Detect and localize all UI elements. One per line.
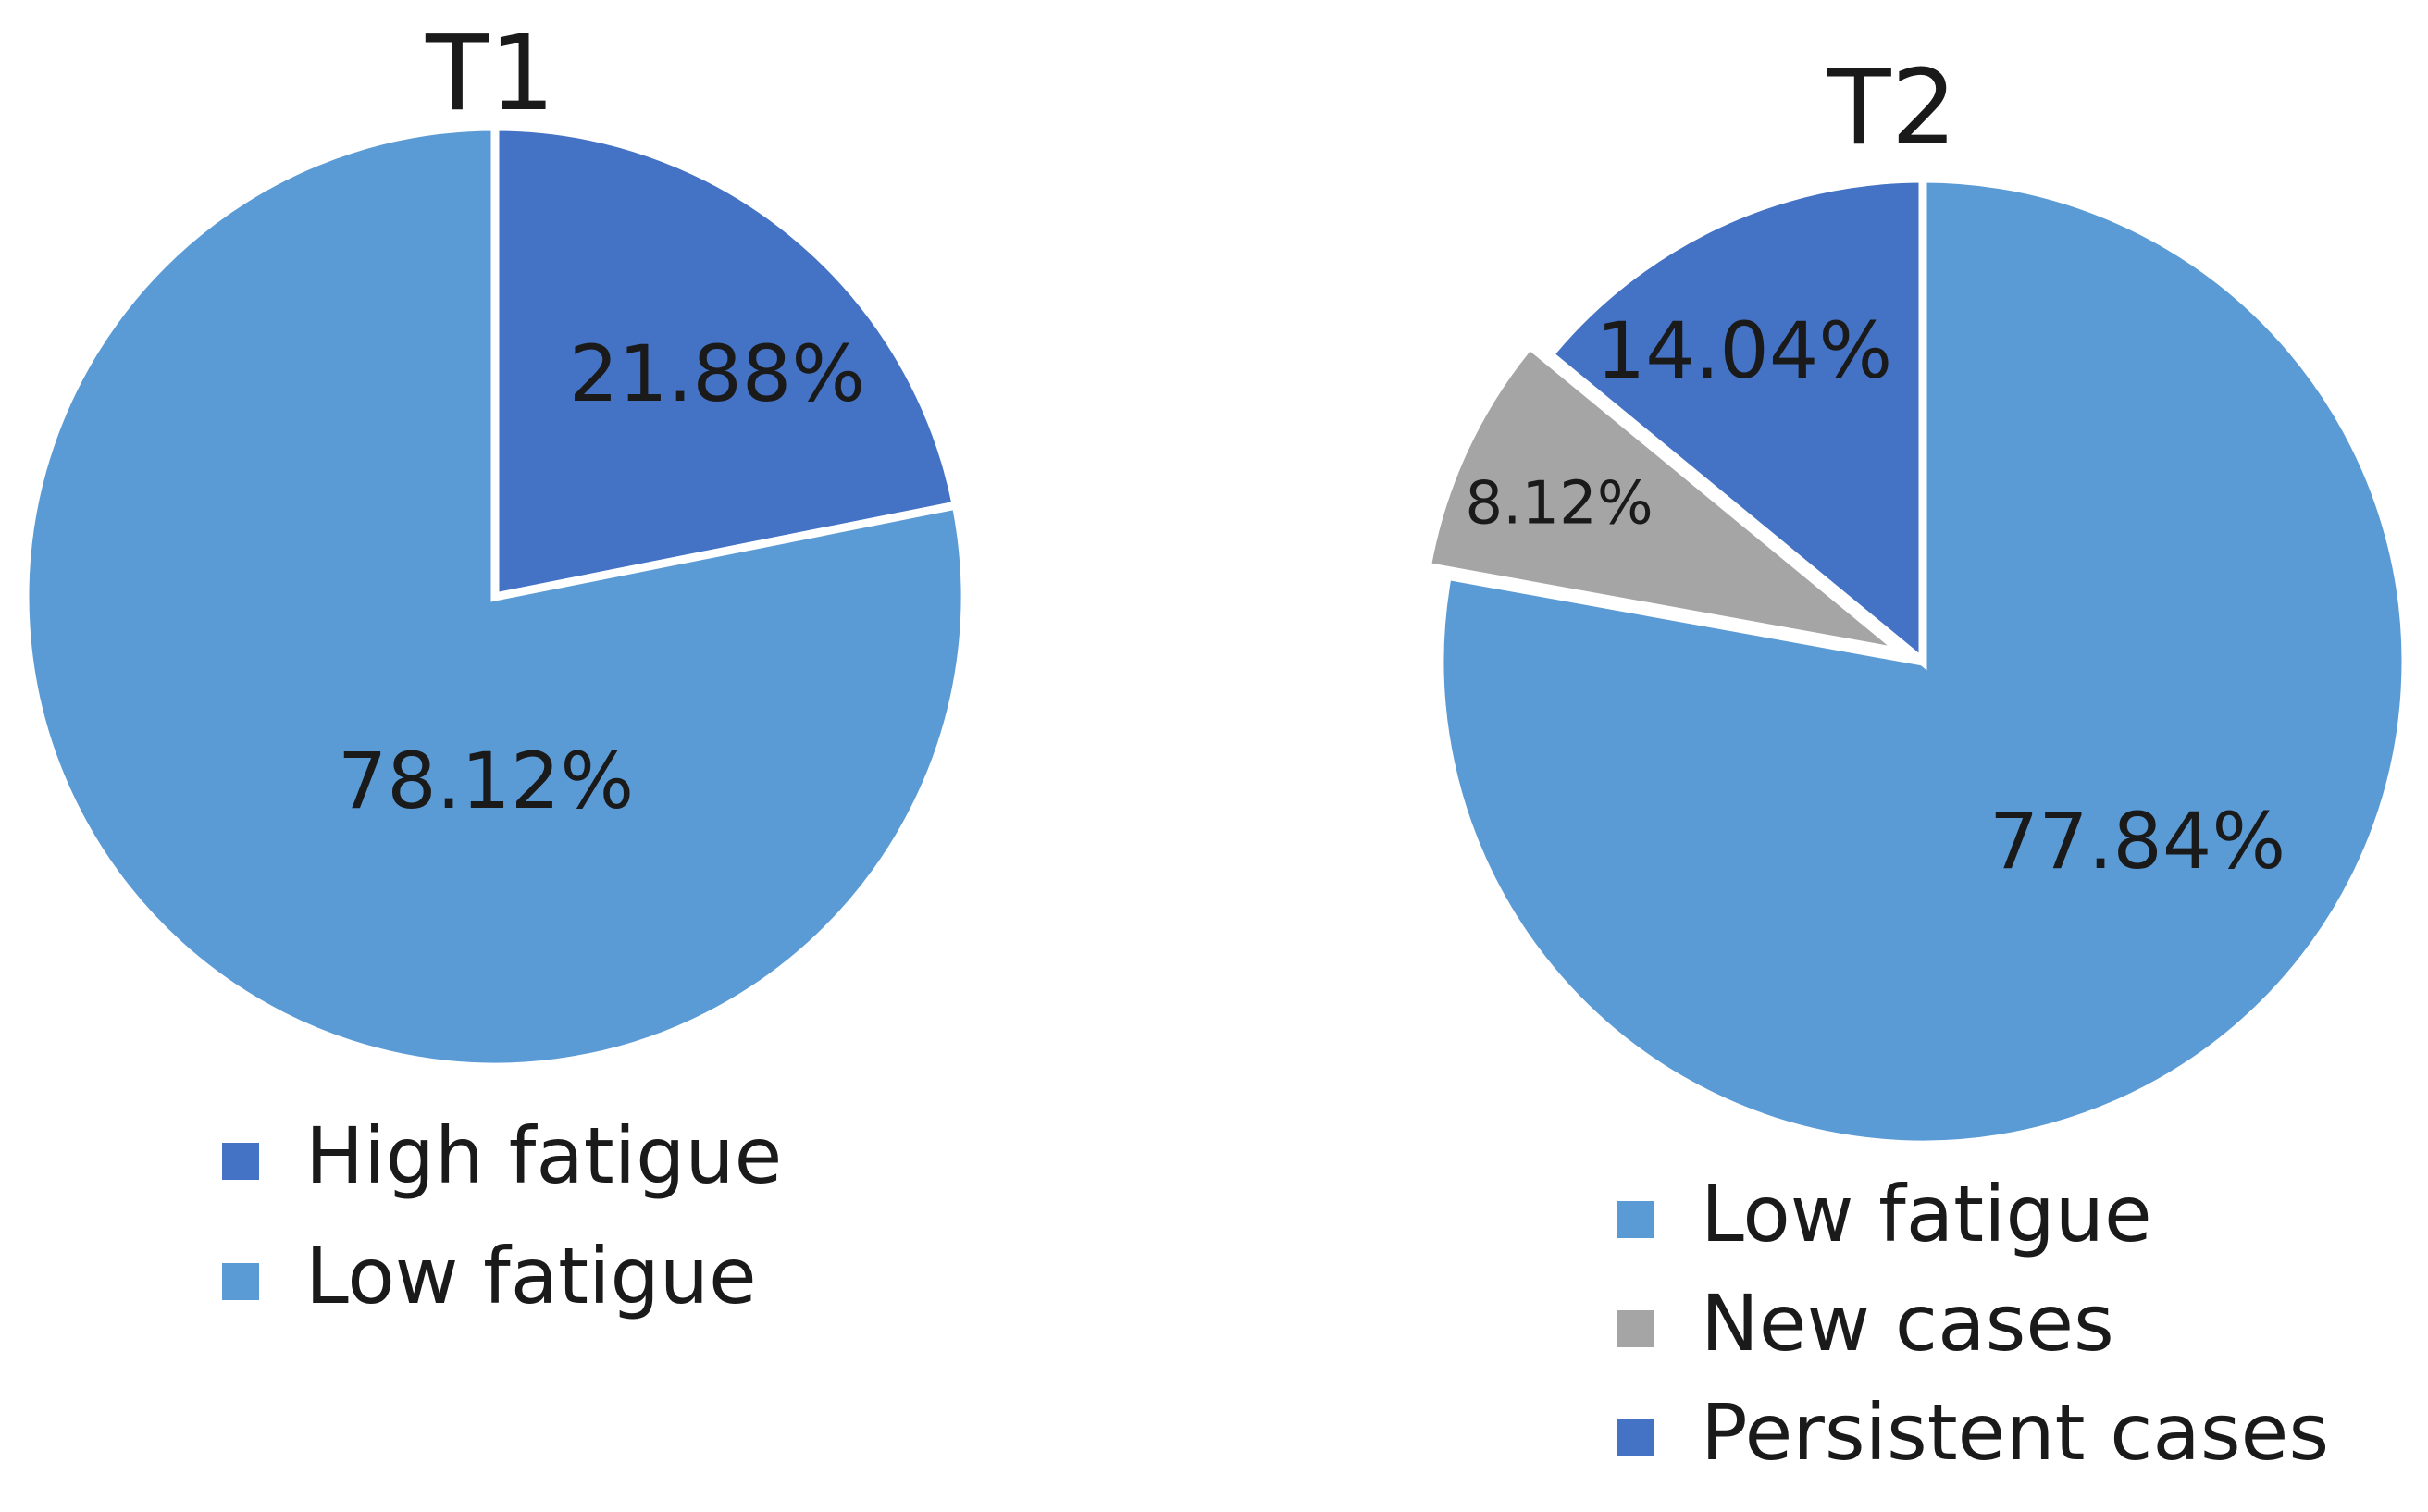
data-label-low-fatigue: 77.84% xyxy=(1989,796,2286,886)
pie-chart-t2: T2 77.84% 8.12% 14.04% Low fatigue New case… xyxy=(1422,48,2410,1478)
legend-label-new-cases: New cases xyxy=(1701,1278,2114,1369)
pie-slice-low-fatigue xyxy=(20,122,970,1072)
data-label-new-cases: 8.12% xyxy=(1465,470,1653,539)
legend-label-low-fatigue: Low fatigue xyxy=(1701,1169,2152,1259)
pie-slice-new-cases xyxy=(1422,339,1918,660)
legend-t2: Low fatigue New cases Persistent cases xyxy=(1617,1169,2329,1478)
legend-swatch-low-fatigue xyxy=(1617,1201,1654,1238)
legend-t1: High fatigue Low fatigue xyxy=(222,1110,782,1321)
legend-swatch-new-cases xyxy=(1617,1310,1654,1347)
data-labels-t1: 21.88% 78.12% xyxy=(338,328,865,826)
pie-chart-t1: T1 21.88% 78.12% High fatigue Low fatigue xyxy=(20,14,970,1321)
chart-title-t1: T1 xyxy=(425,14,555,134)
pie-slices-t2 xyxy=(1422,174,2410,1149)
data-labels-t2: 77.84% 8.12% 14.04% xyxy=(1465,305,2286,886)
legend-label-low-fatigue: Low fatigue xyxy=(305,1231,757,1321)
pie-slice-high-fatigue xyxy=(490,122,961,602)
data-label-persistent-cases: 14.04% xyxy=(1596,305,1892,396)
legend-label-high-fatigue: High fatigue xyxy=(305,1110,782,1201)
data-label-high-fatigue: 21.88% xyxy=(569,328,865,419)
legend-label-persistent-cases: Persistent cases xyxy=(1701,1387,2329,1478)
data-label-low-fatigue: 78.12% xyxy=(338,736,634,826)
legend-swatch-persistent-cases xyxy=(1617,1419,1654,1456)
pie-slices-t1 xyxy=(20,122,970,1072)
legend-swatch-high-fatigue xyxy=(222,1143,259,1180)
pie-slice-low-fatigue xyxy=(1435,174,2410,1149)
chart-title-t2: T2 xyxy=(1827,48,1957,168)
pie-slice-persistent-cases xyxy=(1543,174,1927,671)
legend-swatch-low-fatigue xyxy=(222,1263,259,1300)
